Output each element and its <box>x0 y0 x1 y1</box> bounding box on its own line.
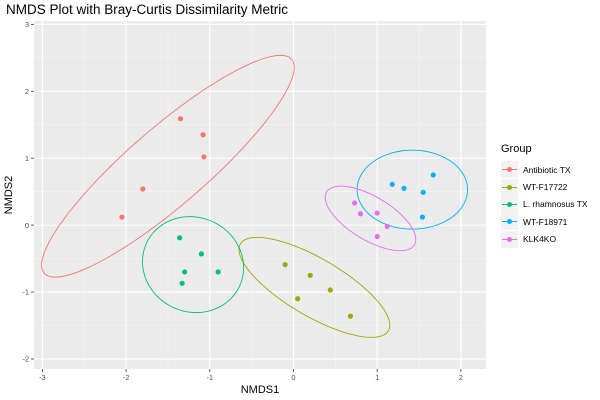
x-tick-label: 2 <box>459 373 463 382</box>
data-point <box>351 200 358 206</box>
x-tick-label: 1 <box>375 373 379 382</box>
data-point <box>140 186 146 192</box>
data-point <box>215 269 221 275</box>
data-point <box>198 251 205 257</box>
legend-key-dot <box>507 167 512 173</box>
data-point <box>200 132 206 138</box>
data-point <box>347 313 353 319</box>
data-point <box>420 189 426 195</box>
data-point <box>374 210 380 216</box>
y-axis-title: NMDS2 <box>3 176 15 215</box>
chart-title: NMDS Plot with Bray-Curtis Dissimilarity… <box>6 2 289 17</box>
legend-label: WT-F17722 <box>523 182 568 193</box>
legend-key <box>501 178 518 196</box>
data-point <box>430 172 436 178</box>
confidence-ellipse <box>41 54 295 278</box>
legend-key-dot <box>507 184 512 190</box>
data-point <box>177 116 184 122</box>
legend-key-dot <box>507 219 512 225</box>
legend-item: L. rhamnosus TX <box>501 195 588 213</box>
legend-label: KLK4KO <box>523 234 557 245</box>
legend-key-dot <box>507 236 512 242</box>
legend-title: Group <box>501 143 532 155</box>
legend-items: Antibiotic TX WT-F17722 L. rhamnosus TX WT-… <box>501 161 588 248</box>
legend-key-dot <box>507 201 512 207</box>
x-axis-title: NMDS1 <box>241 384 280 396</box>
data-point <box>177 235 183 241</box>
y-tick-label: 0 <box>25 221 29 230</box>
y-tick-label: -2 <box>22 355 29 364</box>
plot-panel <box>34 21 486 369</box>
legend-key <box>501 213 518 231</box>
data-point <box>327 287 333 293</box>
legend-item: KLK4KO <box>501 230 588 248</box>
x-tick-label: -1 <box>206 373 213 382</box>
legend-key <box>501 230 518 248</box>
data-point <box>179 280 185 286</box>
x-tick-label: -2 <box>123 373 130 382</box>
legend-key <box>501 161 518 179</box>
legend-item: Antibiotic TX <box>501 161 588 179</box>
data-point <box>295 296 301 302</box>
legend-item: WT-F17722 <box>501 178 588 196</box>
legend-key <box>501 195 518 213</box>
legend: Group Antibiotic TX WT-F17722 L. rhamnosus… <box>501 143 588 248</box>
confidence-ellipse <box>142 216 245 314</box>
x-tick-label: -3 <box>39 373 46 382</box>
confidence-ellipse <box>356 149 469 230</box>
data-point <box>201 154 207 160</box>
data-point <box>419 214 425 220</box>
data-point <box>119 214 125 220</box>
data-point <box>389 181 395 187</box>
confidence-ellipse <box>324 185 417 252</box>
legend-label: L. rhamnosus TX <box>523 199 588 210</box>
data-point <box>374 233 380 240</box>
legend-label: WT-F18971 <box>523 216 568 227</box>
legend-item: WT-F18971 <box>501 213 588 231</box>
data-point <box>307 272 313 278</box>
x-tick-label: 0 <box>291 373 295 382</box>
y-tick-label: 1 <box>25 154 29 163</box>
confidence-ellipse <box>238 236 391 338</box>
data-point <box>282 262 288 268</box>
data-point <box>182 269 188 275</box>
y-tick-label: -1 <box>22 288 29 297</box>
data-point <box>357 211 364 217</box>
y-tick-label: 3 <box>25 20 29 29</box>
data-point <box>384 223 390 230</box>
data-point <box>401 185 407 191</box>
legend-label: Antibiotic TX <box>523 164 571 175</box>
y-tick-label: 2 <box>25 87 29 96</box>
